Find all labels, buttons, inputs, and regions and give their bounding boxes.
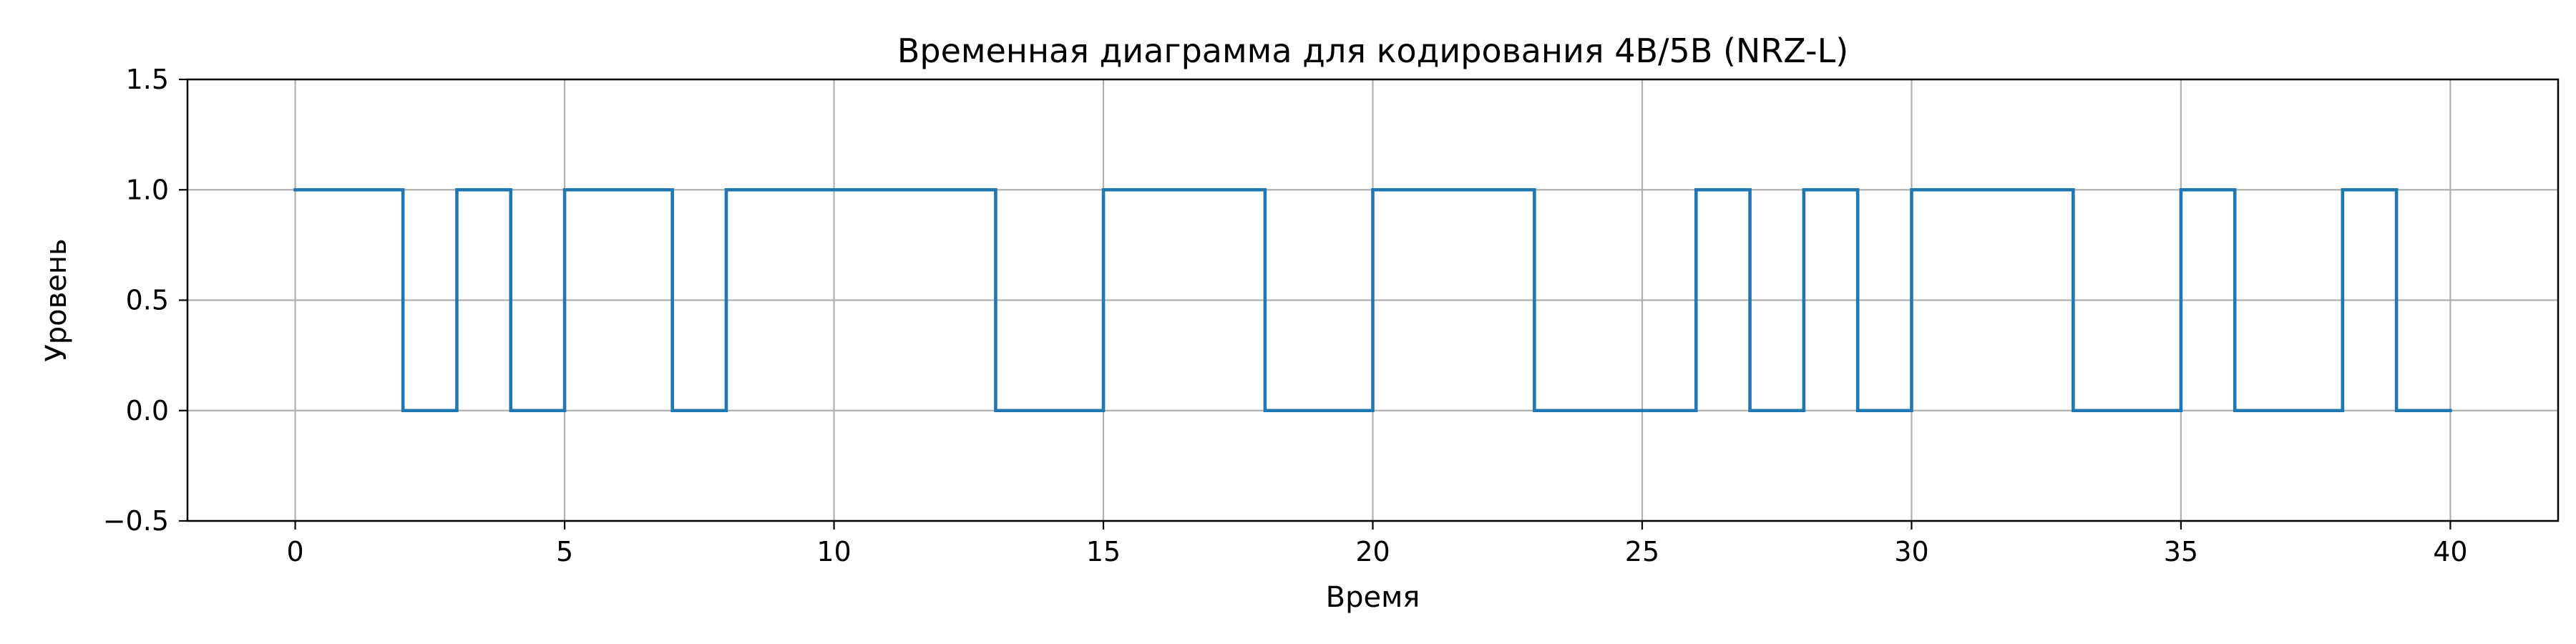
x-tick-label: 35 <box>2164 536 2198 567</box>
x-tick-label: 15 <box>1086 536 1121 567</box>
x-tick-label: 5 <box>556 536 573 567</box>
series-layer <box>293 187 2452 413</box>
y-tick-label: −0.5 <box>103 505 169 537</box>
x-tick-label: 30 <box>1894 536 1928 567</box>
signal-step-line <box>293 187 2452 413</box>
x-tick-label: 25 <box>1625 536 1659 567</box>
x-tick-label: 10 <box>816 536 851 567</box>
y-tick-label: 0.0 <box>126 395 169 426</box>
y-axis-ticks: −0.5 0.0 0.5 1.0 1.5 <box>103 64 187 537</box>
y-tick-label: 1.5 <box>126 64 169 95</box>
x-tick-label: 0 <box>286 536 303 567</box>
x-tick-label: 20 <box>1355 536 1390 567</box>
x-tick-label: 40 <box>2433 536 2467 567</box>
chart-title: Временная диаграмма для кодирования 4B/5… <box>897 31 1848 70</box>
y-tick-label: 1.0 <box>126 174 169 205</box>
x-axis-ticks: 0 5 10 15 20 25 30 35 40 <box>286 521 2468 567</box>
y-tick-label: 0.5 <box>126 285 169 316</box>
y-axis-label: Уровень <box>40 238 73 361</box>
x-axis-label: Время <box>1326 581 1420 614</box>
